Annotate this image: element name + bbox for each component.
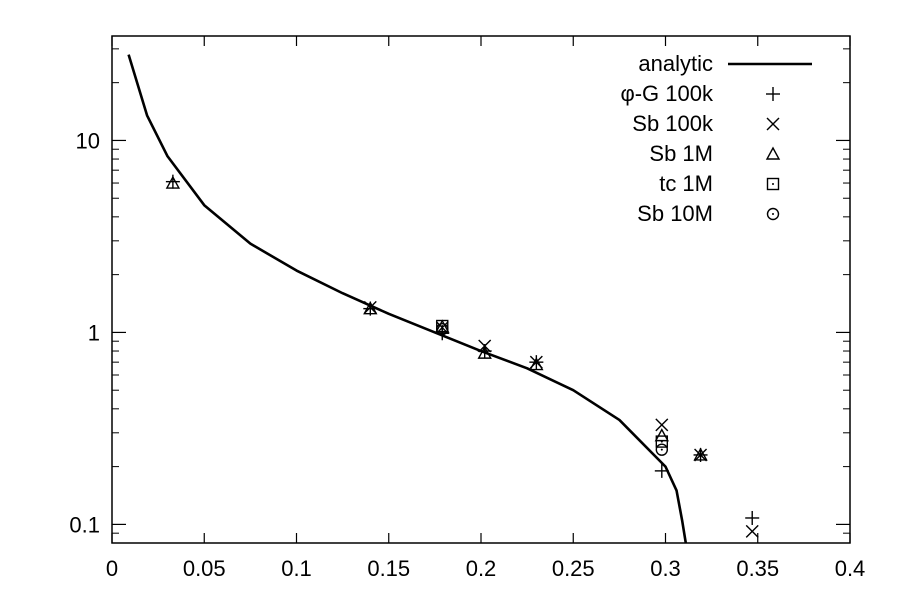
data-point-circle [436, 322, 449, 336]
y-tick-label: 1 [88, 320, 100, 345]
data-point-cross [694, 448, 708, 462]
legend-label: φ-G 100k [620, 81, 714, 106]
series-layer [127, 54, 760, 543]
x-tick-label: 0 [106, 556, 118, 581]
legend-entry: Sb 1M [649, 141, 781, 166]
data-point-triangle [529, 357, 544, 371]
series-0 [127, 54, 688, 543]
plot-border [111, 35, 851, 544]
legend-entry: Sb 10M [637, 201, 780, 226]
x-axis-ticks: 0 0.05 0.1 0.15 0.2 0.25 0.3 0.35 0.4 [106, 36, 865, 581]
x-tick-label: 0.35 [736, 556, 779, 581]
data-point-plus [654, 463, 669, 478]
x-tick-label: 0.05 [183, 556, 226, 581]
series-4 [436, 319, 669, 448]
legend-entry: φ-G 100k [620, 81, 780, 106]
data-point-cross [745, 524, 759, 538]
x-tick-label: 0.1 [281, 556, 312, 581]
legend: analytic φ-G 100k Sb 100k Sb 1M tc 1M Sb 10M [620, 51, 812, 226]
series-5 [436, 322, 669, 456]
legend-label: analytic [638, 51, 713, 76]
legend-entry: Sb 100k [632, 111, 780, 136]
data-point-cross [655, 418, 669, 432]
legend-label: Sb 10M [637, 201, 713, 226]
data-point-triangle [477, 345, 492, 359]
legend-marker-square [766, 177, 780, 191]
x-tick-label: 0.2 [466, 556, 497, 581]
legend-marker-plus [766, 87, 780, 101]
x-tick-label: 0.3 [650, 556, 681, 581]
data-point-triangle [363, 301, 378, 315]
y-tick-label: 10 [76, 128, 100, 153]
data-point-square [655, 435, 669, 448]
legend-marker-cross [766, 117, 780, 131]
series-3 [165, 175, 708, 461]
analytic-curve [127, 54, 688, 543]
data-point-triangle [165, 175, 181, 189]
legend-marker-triangle [765, 146, 781, 160]
legend-label: Sb 1M [649, 141, 713, 166]
legend-label: tc 1M [659, 171, 713, 196]
legend-marker-circle [766, 207, 780, 221]
series-1 [165, 174, 760, 525]
data-point-plus [745, 510, 760, 525]
legend-entry: tc 1M [659, 171, 780, 196]
plot-frame [111, 35, 851, 544]
legend-entry: analytic [638, 51, 812, 76]
y-tick-label: 0.1 [69, 512, 100, 537]
x-tick-label: 0.25 [552, 556, 595, 581]
data-point-triangle [693, 447, 708, 461]
y-axis-ticks: 0.1 1 10 [69, 48, 850, 544]
data-point-square [436, 319, 449, 333]
series-2 [363, 300, 759, 538]
legend-label: Sb 100k [632, 111, 714, 136]
data-point-triangle [654, 428, 669, 442]
x-tick-label: 0.15 [367, 556, 410, 581]
x-tick-label: 0.4 [835, 556, 866, 581]
data-point-circle [655, 443, 669, 456]
